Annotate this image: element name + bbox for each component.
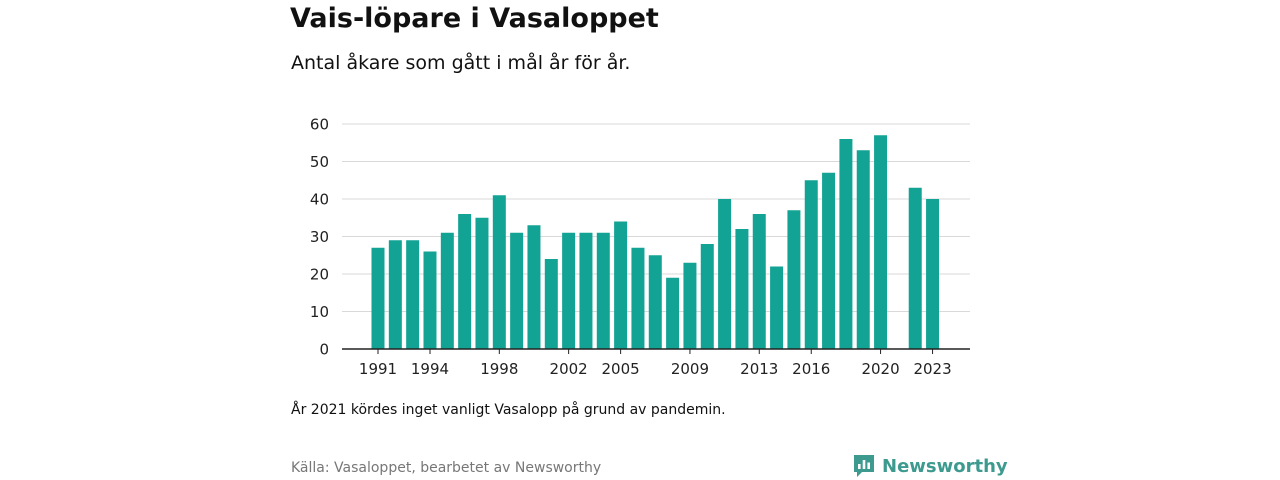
bar (839, 139, 853, 349)
bar (423, 251, 437, 349)
bar (406, 240, 420, 349)
bar (926, 199, 940, 349)
chart-footnote: År 2021 kördes inget vanligt Vasalopp på… (291, 402, 726, 418)
bar (683, 262, 697, 349)
bar (631, 247, 645, 349)
bar (666, 277, 680, 349)
bar (475, 217, 489, 349)
y-tick-label: 60 (310, 116, 329, 134)
bar (718, 199, 732, 349)
bar (440, 232, 454, 349)
source-credit: Källa: Vasaloppet, bearbetet av Newswort… (291, 460, 602, 476)
bar (458, 214, 472, 349)
brand-name: Newsworthy (882, 455, 1008, 477)
bar (822, 172, 836, 349)
y-tick-label: 40 (310, 191, 329, 209)
chart-title: Vais-löpare i Vasaloppet (290, 3, 659, 34)
bar (510, 232, 524, 349)
y-tick-label: 30 (310, 228, 329, 246)
newsworthy-logo: Newsworthy (852, 453, 1008, 479)
bar (614, 221, 628, 349)
y-tick-label: 20 (310, 266, 329, 284)
bar (787, 210, 801, 349)
bar (579, 232, 593, 349)
y-tick-label: 10 (310, 303, 329, 321)
bar (544, 259, 558, 349)
bar (770, 266, 784, 349)
bar (874, 135, 888, 349)
bar (752, 214, 766, 349)
newsworthy-logo-icon (854, 455, 874, 477)
x-tick-label: 2002 (550, 360, 588, 378)
x-tick-label: 2020 (861, 360, 899, 378)
bar (648, 255, 662, 349)
bar (856, 150, 870, 349)
bar (804, 180, 818, 349)
bar (562, 232, 576, 349)
x-tick-label: 2023 (913, 360, 951, 378)
x-tick-label: 2009 (671, 360, 709, 378)
x-tick-label: 2016 (792, 360, 830, 378)
bar (700, 244, 714, 349)
bar-chart: 0 10 20 30 40 50 60 1991 1994 1998 2002 2005 2009 201… (310, 116, 970, 378)
chart-subtitle: Antal åkare som gått i mål år för år. (291, 52, 631, 74)
bar (596, 232, 610, 349)
bar (371, 247, 385, 349)
x-tick-label: 1991 (359, 360, 397, 378)
bar (492, 195, 506, 349)
x-tick-label: 2013 (740, 360, 778, 378)
x-tick-label: 2005 (602, 360, 640, 378)
bar (527, 225, 541, 349)
x-tick-label: 1998 (480, 360, 518, 378)
bar (908, 187, 922, 349)
bar (388, 240, 402, 349)
bar (735, 229, 749, 349)
y-tick-label: 50 (310, 153, 329, 171)
y-tick-label: 0 (319, 341, 329, 359)
x-tick-label: 1994 (411, 360, 449, 378)
